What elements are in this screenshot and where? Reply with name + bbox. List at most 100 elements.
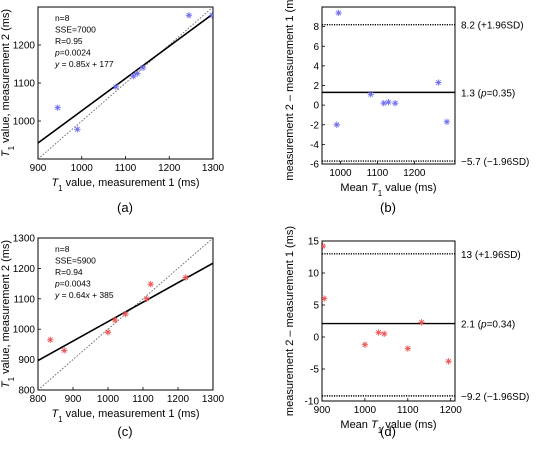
x-tick-label: 1000 (354, 405, 377, 416)
x-tick-label: 1200 (167, 394, 190, 405)
data-point (335, 9, 342, 17)
y-axis-label: T1 value, measurement 2 (ms) (0, 240, 16, 388)
y-tick-label: -4 (310, 140, 319, 151)
x-axis-label: Mean T1 value (ms) (340, 182, 436, 198)
x-tick-label: 1100 (115, 163, 137, 174)
data-point (74, 126, 81, 133)
data-point (367, 91, 374, 98)
chart-panel-3: 800 900 1000 1100 1200 1300 800 900 1000 1100 1200… (0, 234, 225, 440)
x-tick-label: 1000 (329, 168, 352, 179)
identity-line (38, 7, 213, 159)
x-tick-label: 1100 (132, 394, 154, 405)
data-point (375, 329, 382, 336)
data-point (391, 99, 399, 107)
data-point (130, 72, 137, 80)
y-tick-label: 1100 (13, 79, 35, 90)
plot-frame (321, 6, 456, 165)
y-tick-label: 1100 (13, 294, 35, 305)
upper-loa-label: 13 (+1.96SD) (461, 250, 521, 261)
plot-frame (37, 237, 214, 391)
x-axis-label: T1 value, measurement 1 (ms) (51, 408, 199, 424)
panel-label: (a) (117, 200, 133, 215)
stats-line: n=8 (55, 13, 70, 23)
x-tick-label: 800 (30, 394, 47, 405)
lower-loa-label: −9.2 (−1.96SD) (461, 392, 529, 403)
data-point (418, 319, 425, 326)
x-tick-label: 1000 (71, 163, 94, 174)
data-point (443, 118, 451, 126)
data-point (134, 70, 141, 77)
x-tick-label: 1100 (367, 168, 389, 179)
y-tick-label: -5 (310, 365, 319, 376)
data-point (381, 330, 388, 337)
y-tick-label: 800 (18, 386, 35, 397)
stats-line: y = 0.64x + 385 (54, 290, 114, 300)
stats-line: SSE=7000 (55, 25, 96, 35)
data-point (47, 336, 54, 344)
plot-frame (321, 240, 456, 402)
plot-area (38, 238, 213, 390)
stats-line: p=0.0043 (54, 279, 91, 289)
y-tick-label: 1300 (13, 234, 36, 245)
data-point (333, 121, 340, 128)
data-point (143, 295, 150, 302)
y-tick-label: 1000 (13, 325, 36, 336)
y-tick-label: -2 (310, 120, 319, 131)
data-point (322, 242, 327, 250)
stats-line: R=0.95 (55, 36, 83, 46)
upper-loa-label: 8.2 (+1.96SD) (461, 21, 524, 32)
data-point (139, 64, 147, 71)
stats-line: y = 0.85x + 177 (54, 59, 114, 69)
plot-area (322, 242, 455, 397)
data-point (361, 341, 369, 348)
chart-panel-2: 1000 1100 1200 -6 -4 -2 0 2 4 6 8 8.2 (+1.96SD) 1.3 … (284, 0, 529, 215)
fit-line (38, 13, 213, 144)
y-tick-label: 5 (313, 301, 319, 312)
y-tick-label: 10 (308, 269, 320, 280)
data-point (147, 281, 154, 288)
lower-loa-label: −5.7 (−1.96SD) (461, 157, 529, 168)
x-tick-label: 1300 (202, 394, 225, 405)
x-tick-label: 1000 (97, 394, 120, 405)
y-tick-label: 15 (308, 237, 320, 248)
panel-label: (c) (117, 424, 132, 439)
x-tick-label: 1100 (397, 405, 419, 416)
x-tick-label: 1200 (440, 405, 463, 416)
y-tick-label: 0 (313, 101, 319, 112)
data-point (385, 98, 392, 106)
y-tick-label: 0 (313, 333, 319, 344)
x-axis-label: Mean T1 value (ms) (340, 419, 436, 435)
stats-line: p=0.0024 (54, 48, 91, 58)
x-tick-label: 900 (30, 163, 47, 174)
data-point (112, 83, 120, 90)
data-point (380, 99, 387, 107)
data-point (208, 12, 213, 19)
mean-line-label: 2.1 (p=0.34) (461, 320, 515, 331)
plot-area (322, 9, 455, 162)
x-axis-label: T1 value, measurement 1 (ms) (51, 177, 199, 193)
y-tick-label: 2 (313, 81, 319, 92)
chart-panel-4: 900 1000 1100 1200 -10 -5 0 5 10 15 13 (+1.96SD) 2.… (284, 226, 529, 439)
y-tick-label: 1200 (13, 264, 36, 275)
mean-line-label: 1.3 (p=0.35) (461, 88, 515, 99)
stats-line: R=0.94 (55, 267, 83, 277)
y-tick-label: 4 (313, 61, 319, 72)
y-tick-label: -6 (310, 160, 319, 171)
y-tick-label: 8 (313, 22, 319, 33)
y-tick-label: 900 (18, 355, 35, 366)
data-point (104, 329, 112, 336)
x-tick-label: 1200 (403, 168, 426, 179)
panel-label: (b) (380, 200, 396, 215)
stats-line: n=8 (55, 244, 70, 254)
chart-panel-1: 900 1000 1100 1200 1300 1000 1100 1200 n=8 SSE=70… (0, 6, 225, 215)
y-tick-label: -10 (305, 397, 320, 408)
panel-label: (d) (380, 424, 396, 439)
stats-line: SSE=5900 (55, 256, 96, 266)
data-point (445, 358, 452, 365)
y-axis-label: measurement 2 – measurement 1 (ms) (284, 226, 296, 416)
data-point (435, 79, 442, 86)
data-point (185, 12, 193, 19)
data-point (182, 274, 189, 281)
